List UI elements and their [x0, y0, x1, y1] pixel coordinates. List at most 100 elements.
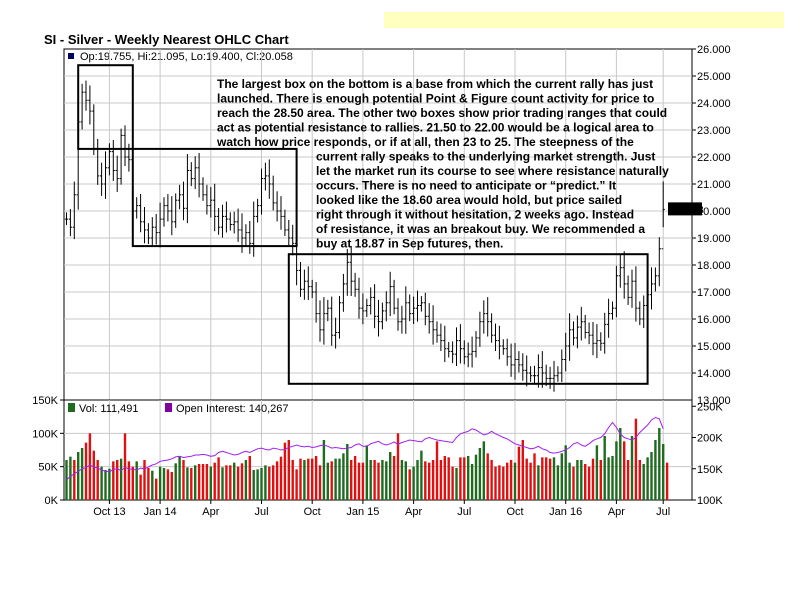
volume-bar — [381, 460, 384, 500]
volume-bar — [552, 457, 556, 500]
ohlc-bar — [119, 128, 123, 185]
oi-tick-label: 250K — [697, 401, 723, 413]
ohlc-bar — [564, 332, 568, 372]
volume-bar — [576, 460, 579, 500]
time-tick-label: Apr — [405, 506, 422, 518]
volume-bar — [587, 466, 591, 500]
ohlc-bar — [649, 267, 654, 310]
volume-bar — [545, 457, 548, 500]
volume-bar — [123, 433, 127, 500]
ohlc-bar — [532, 365, 537, 385]
oi-tick-label: 100K — [697, 495, 723, 507]
volume-tick-label: 50K — [38, 462, 58, 474]
volume-bar — [392, 456, 396, 500]
price-bars — [64, 80, 665, 392]
volume-bar — [665, 462, 669, 500]
ohlc-bar — [213, 183, 217, 232]
volume-bar — [634, 418, 638, 500]
volume-bar — [162, 468, 166, 500]
ohlc-bar — [248, 220, 252, 254]
price-tick-label: 25.000 — [697, 71, 731, 83]
ohlc-bar — [369, 287, 373, 315]
ohlc-bar — [205, 184, 209, 215]
volume-bar — [197, 464, 201, 500]
price-tick-label: 23.000 — [697, 125, 731, 137]
volume-bar — [252, 470, 255, 500]
ohlc-bar — [361, 293, 365, 325]
volume-bar — [463, 457, 466, 500]
ohlc-bar — [497, 325, 501, 360]
ohlc-bar — [513, 343, 517, 380]
ohlc-bar — [380, 302, 384, 330]
ohlc-bar — [166, 193, 170, 222]
volume-bar — [84, 442, 88, 500]
volume-bar — [529, 462, 532, 500]
volume-bar — [307, 458, 310, 500]
ohlc-bar — [603, 312, 607, 354]
volume-bar — [233, 462, 236, 500]
volume-bar — [611, 456, 614, 500]
volume-bar — [630, 436, 634, 500]
ohlc-bar — [123, 125, 127, 166]
volume-bar — [236, 466, 240, 500]
ohlc-bar — [470, 336, 474, 368]
ohlc-bar — [482, 300, 486, 334]
ohlc-bar — [330, 296, 334, 346]
volume-bar — [424, 461, 427, 500]
ohlc-bar — [521, 353, 525, 381]
ohlc-bar — [575, 315, 579, 349]
legend-open-interest: Open Interest: 140,267 — [176, 403, 289, 415]
ohlc-bar — [517, 351, 521, 373]
volume-bar — [420, 450, 423, 500]
ohlc-bar — [337, 296, 342, 339]
legend-marker-open-interest — [165, 403, 172, 412]
volume-bar — [291, 460, 294, 500]
ohlc-bar — [139, 193, 143, 233]
ohlc-bar — [419, 296, 423, 312]
volume-bar — [69, 456, 72, 500]
volume-bar — [517, 446, 521, 500]
ohlc-bar — [388, 271, 392, 317]
legend-marker-volume — [68, 403, 75, 412]
ohlc-bar — [560, 349, 564, 382]
volume-bar — [326, 462, 329, 500]
ohlc-bar — [287, 219, 291, 247]
ohlc-bar — [220, 204, 225, 238]
ohlc-bar — [443, 325, 447, 363]
ohlc-bar — [618, 254, 622, 288]
time-tick-label: Jul — [457, 506, 471, 518]
ohlc-bar — [622, 251, 626, 299]
last-price-marker: 20.058 — [668, 202, 704, 216]
volume-bar — [139, 474, 142, 500]
ohlc-bar — [209, 186, 213, 218]
price-panel: Op:19.755, Hi:21.095, Lo:19.400, Cl:20.0… — [63, 48, 693, 401]
volume-bar — [365, 445, 368, 500]
volume-bar — [502, 466, 505, 500]
ohlc-bar — [376, 299, 381, 337]
ohlc-bar — [571, 321, 576, 346]
ohlc-bar — [412, 296, 416, 325]
ohlc-bar — [236, 208, 240, 242]
ohlc-bar — [197, 152, 201, 198]
ohlc-bar — [400, 305, 404, 334]
ohlc-bar — [178, 184, 182, 210]
ohlc-bar — [439, 323, 443, 352]
ohlc-bar — [283, 209, 287, 236]
annotation-line: let the market run its course to see whe… — [316, 164, 669, 178]
volume-bar — [385, 461, 388, 500]
ohlc-bar — [244, 224, 248, 246]
ohlc-bar — [556, 366, 560, 382]
volume-legend: Vol: 111,491 Open Interest: 140,267 — [68, 403, 289, 415]
ohlc-bar — [478, 311, 482, 347]
ohlc-bar — [458, 324, 462, 364]
ohlc-bar — [267, 159, 271, 199]
time-tick-label: Jan 15 — [346, 506, 379, 518]
annotation-line: watch how price responds, or if at all, … — [216, 135, 634, 149]
time-tick-label: Oct — [304, 506, 321, 518]
trading-range-box — [287, 253, 649, 385]
ohlc-bar — [431, 305, 435, 345]
volume-bar — [580, 460, 583, 500]
volume-bar — [350, 460, 353, 500]
volume-bar — [272, 465, 275, 500]
